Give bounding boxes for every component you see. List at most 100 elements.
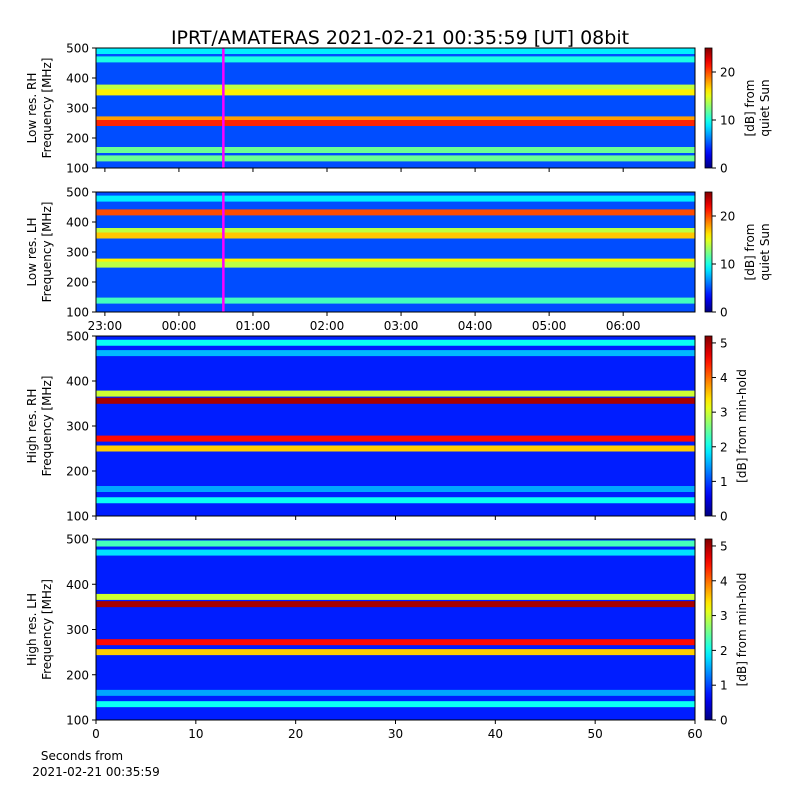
band	[96, 209, 695, 216]
y-tick-label: 300	[66, 102, 89, 116]
band	[96, 486, 695, 492]
y-axis-label-line: Frequency [MHz]	[40, 579, 54, 680]
band	[96, 445, 695, 452]
x-tick-label: 02:00	[310, 319, 345, 333]
band	[96, 84, 695, 91]
colorbar	[704, 538, 713, 721]
band	[96, 593, 695, 600]
colorbar-tick-label: 20	[720, 210, 735, 224]
y-tick-label: 500	[66, 330, 89, 344]
band	[96, 497, 695, 504]
band	[96, 228, 695, 234]
band	[96, 435, 695, 442]
y-axis-label-line: Low res. RH	[25, 73, 39, 144]
colorbar-tick-label: 1	[720, 475, 728, 489]
y-tick-label: 100	[66, 162, 89, 176]
colorbar-label: [dB] from min-hold	[735, 573, 749, 687]
y-tick-label: 400	[66, 578, 89, 592]
band	[96, 232, 695, 239]
y-tick-label: 500	[66, 533, 89, 547]
band	[96, 155, 695, 162]
colorbar-label-line: quiet Sun	[758, 79, 772, 136]
x-axis-label: Seconds from	[41, 749, 123, 763]
panel	[96, 336, 695, 516]
y-tick-label: 200	[66, 668, 89, 682]
y-axis-label: High res. RHFrequency [MHz]	[25, 376, 54, 477]
x-tick-label: 04:00	[458, 319, 493, 333]
band	[96, 339, 695, 346]
colorbar-label: [dB] fromquiet Sun	[743, 223, 772, 280]
colorbar-tick-label: 3	[720, 406, 728, 420]
band	[96, 48, 695, 54]
colorbar	[704, 191, 713, 313]
x-tick-label: 00:00	[162, 319, 197, 333]
band	[96, 195, 695, 202]
y-axis-label-line: Low res. LH	[25, 217, 39, 286]
colorbar-label-line: [dB] from	[743, 224, 757, 281]
colorbar-label-line: [dB] from min-hold	[735, 573, 749, 687]
band	[96, 397, 695, 404]
colorbar-tick-label: 0	[720, 162, 728, 176]
x-tick-label: 40	[488, 727, 503, 741]
colorbar-tick-label: 4	[720, 371, 728, 385]
x-tick-label: 03:00	[384, 319, 419, 333]
x-tick-label: 23:00	[88, 319, 123, 333]
x-tick-label: 60	[687, 727, 702, 741]
x-axis-label: 2021-02-21 00:35:59	[32, 765, 159, 779]
colorbar-tick-label: 5	[720, 539, 728, 553]
colorbar-tick-label: 20	[720, 66, 735, 80]
colorbar-tick-label: 10	[720, 114, 735, 128]
colorbar-tick-label: 1	[720, 679, 728, 693]
x-tick-label: 20	[288, 727, 303, 741]
colorbar-tick-label: 10	[720, 258, 735, 272]
band	[96, 261, 695, 268]
band	[96, 701, 695, 708]
band	[96, 147, 695, 153]
y-tick-label: 100	[66, 306, 89, 320]
y-tick-label: 200	[66, 132, 89, 146]
y-tick-label: 300	[66, 246, 89, 260]
colorbar-label: [dB] from min-hold	[735, 369, 749, 483]
x-tick-label: 50	[588, 727, 603, 741]
y-axis-label: Low res. LHFrequency [MHz]	[25, 202, 54, 303]
y-axis-label-line: Frequency [MHz]	[40, 58, 54, 159]
band	[96, 540, 695, 547]
band	[96, 56, 695, 63]
band	[96, 89, 695, 96]
y-axis-label: High res. LHFrequency [MHz]	[25, 579, 54, 680]
y-axis-label-line: High res. RH	[25, 389, 39, 464]
y-tick-label: 500	[66, 42, 89, 56]
colorbar-tick-label: 0	[720, 510, 728, 524]
band	[96, 297, 695, 304]
band	[96, 601, 695, 608]
band	[96, 639, 695, 646]
x-tick-label: 30	[388, 727, 403, 741]
y-tick-label: 400	[66, 375, 89, 389]
x-tick-label: 05:00	[532, 319, 567, 333]
x-tick-label: 10	[188, 727, 203, 741]
y-tick-label: 400	[66, 72, 89, 86]
y-tick-label: 100	[66, 714, 89, 728]
figure-title: IPRT/AMATERAS 2021-02-21 00:35:59 [UT] 0…	[171, 27, 629, 49]
colorbar-tick-label: 0	[720, 714, 728, 728]
y-axis-label-line: High res. LH	[25, 593, 39, 666]
colorbar-label-line: [dB] from min-hold	[735, 369, 749, 483]
y-tick-label: 100	[66, 510, 89, 524]
colorbar	[704, 47, 713, 169]
colorbar-label-line: [dB] from	[743, 80, 757, 137]
x-tick-label: 01:00	[236, 319, 271, 333]
band	[96, 350, 695, 357]
colorbar-tick-label: 2	[720, 440, 728, 454]
x-tick-label: 06:00	[606, 319, 641, 333]
colorbar	[704, 335, 713, 517]
panel	[96, 192, 695, 312]
colorbar-tick-label: 5	[720, 336, 728, 350]
band	[96, 689, 695, 696]
band	[96, 649, 695, 656]
colorbar-label: [dB] fromquiet Sun	[743, 79, 772, 136]
band	[96, 120, 695, 126]
x-tick-label: 0	[92, 727, 100, 741]
panel	[96, 539, 695, 720]
y-tick-label: 200	[66, 465, 89, 479]
